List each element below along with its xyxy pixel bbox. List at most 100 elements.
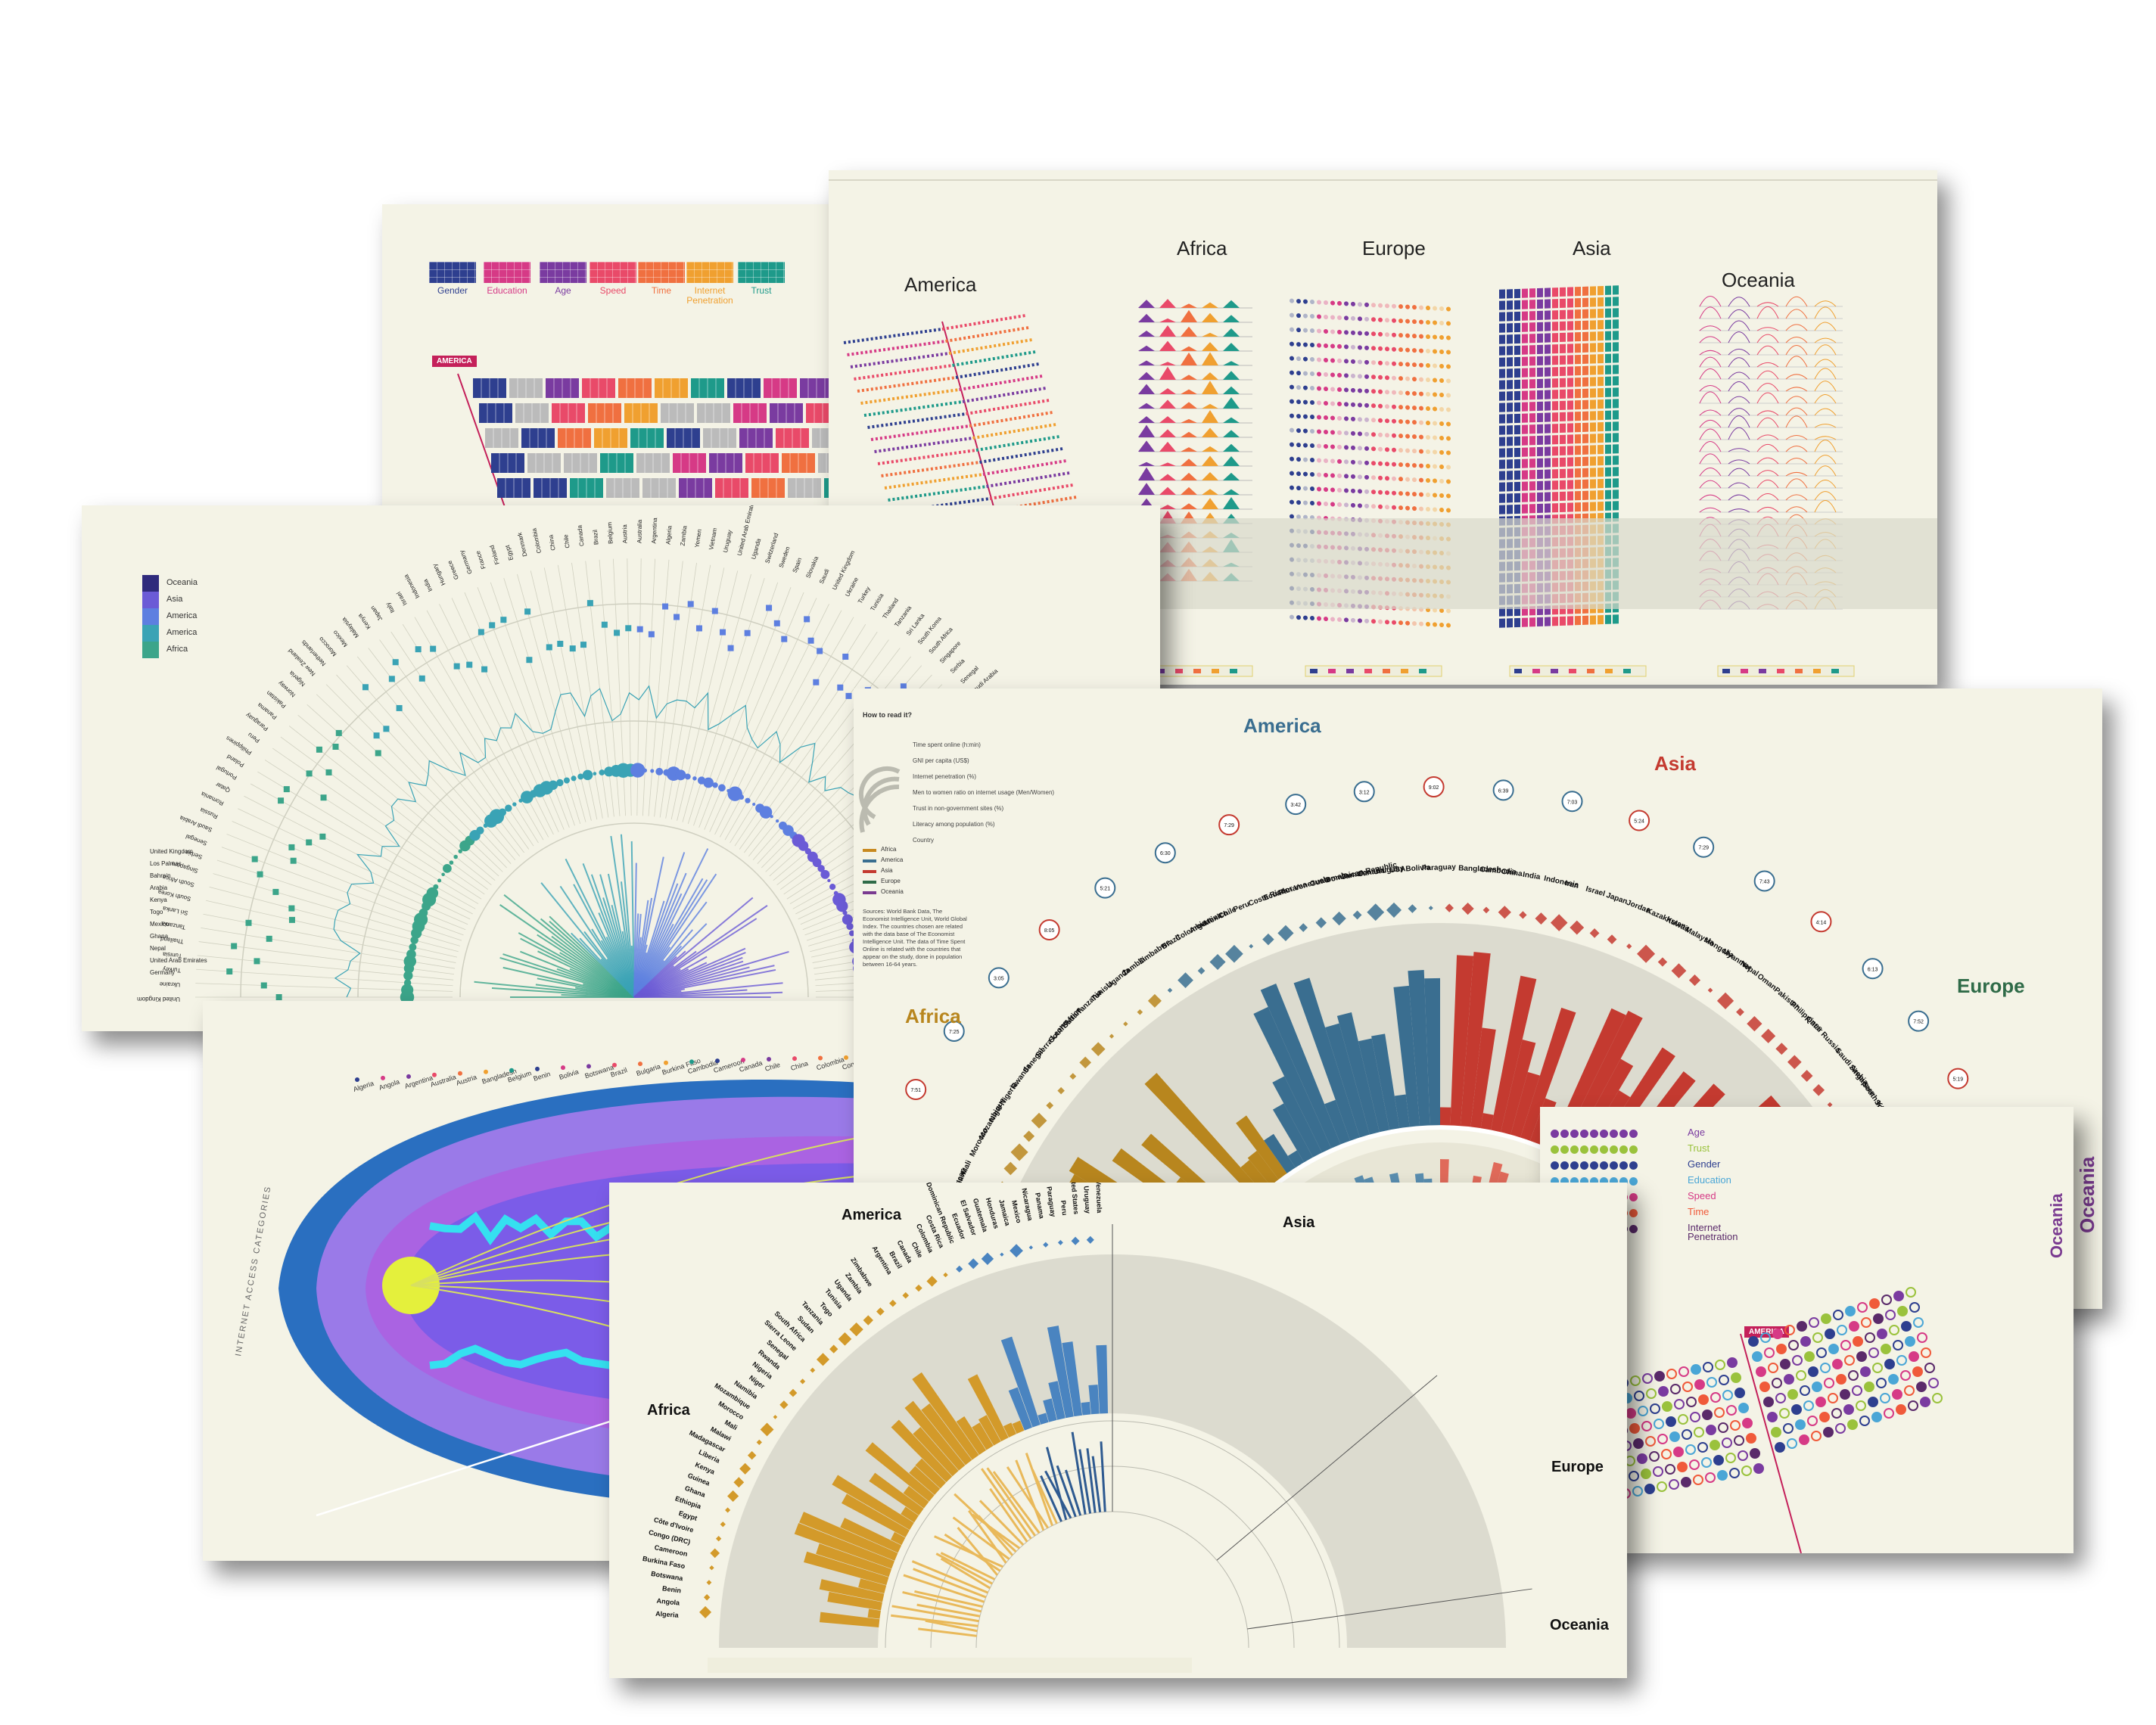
card-b-europe-dot	[1330, 387, 1335, 392]
card-b-oceania-peak	[1756, 434, 1779, 440]
card-f-legend-dot	[1580, 1177, 1588, 1186]
card-b-oceania-peak	[1814, 499, 1837, 513]
card-e-legend-label: Oceania	[881, 888, 904, 895]
card-c-left-label: Nepal	[150, 945, 166, 952]
card-b-europe-dot	[1310, 458, 1314, 463]
card-g-diamond	[747, 1450, 757, 1460]
card-b-europe-dot	[1290, 341, 1294, 347]
card-b-asia-cell	[1514, 379, 1520, 390]
card-b-asia-cell	[1529, 368, 1535, 378]
card-b-europe-dot	[1364, 302, 1369, 307]
card-c-country-label: Switzerland	[764, 532, 779, 564]
card-c-fan-bar	[633, 856, 664, 998]
card-g-diamond	[760, 1422, 774, 1437]
card-b-asia-cell	[1590, 286, 1596, 296]
card-b-asia-cell	[1552, 344, 1558, 354]
card-b-asia-cell	[1613, 490, 1619, 499]
card-g-inner-bar	[1056, 1465, 1077, 1518]
card-c-country-label: Brazil	[592, 530, 600, 545]
card-c-legend-label: Asia	[166, 595, 183, 604]
card-b-mini-legend-swatch	[1722, 669, 1730, 673]
card-b-europe-dot	[1405, 434, 1410, 439]
card-e-bar	[1408, 969, 1430, 1129]
card-b-europe-dot	[1412, 319, 1417, 325]
card-f-dot	[1779, 1408, 1790, 1419]
card-b-america-dotline	[966, 399, 1050, 415]
card-b-asia-cell	[1567, 616, 1573, 626]
card-c-country-label: Ukraine	[159, 981, 180, 988]
card-b-europe-dot	[1358, 474, 1362, 480]
card-b-asia-cell	[1575, 332, 1581, 342]
card-g-diamond	[756, 1439, 762, 1446]
card-d-country-label: Bolivia	[558, 1068, 580, 1081]
card-c-legend-swatch	[142, 608, 159, 625]
card-g-inner-bar	[1015, 1459, 1045, 1531]
card-b-europe-dot	[1371, 403, 1376, 409]
card-f-dot	[1856, 1351, 1867, 1362]
card-b-africa-triangle	[1181, 402, 1197, 409]
card-b-europe-dot	[1290, 427, 1294, 433]
card-b-asia-cell	[1507, 368, 1513, 378]
card-b-asia-cell	[1598, 376, 1604, 387]
card-b-asia-cell	[1522, 345, 1528, 355]
card-e-legend-swatch	[863, 849, 876, 852]
card-f-dot	[1909, 1351, 1919, 1362]
card-b-europe-dot	[1358, 618, 1362, 623]
card-c-country-label: Kenya	[356, 612, 372, 630]
card-e-time-badge	[1423, 776, 1445, 798]
card-b-africa-triangle	[1181, 303, 1197, 308]
card-b-asia-cell	[1522, 300, 1528, 309]
card-b-europe-dot	[1405, 304, 1410, 309]
card-b-africa-triangle	[1138, 371, 1155, 380]
card-e-bar	[1293, 978, 1361, 1143]
card-e-legend-swatch	[863, 859, 876, 862]
card-b-europe-dot	[1303, 486, 1308, 491]
card-g-bar	[799, 1512, 898, 1561]
card-g-country-label: Ghana	[684, 1484, 708, 1499]
card-c-legend-swatch	[142, 625, 159, 642]
card-b-america-dotline	[863, 400, 963, 417]
card-e-bar	[1253, 1006, 1333, 1155]
card-f-dot	[1726, 1405, 1737, 1416]
card-c-square-mark	[266, 935, 272, 942]
card-b-europe-dot	[1351, 617, 1355, 623]
card-b-oceania-peak	[1699, 350, 1722, 356]
card-f-dot	[1840, 1340, 1851, 1350]
card-b-oceania-peak	[1814, 394, 1837, 404]
card-g-region-oceania: Oceania	[1550, 1617, 1609, 1633]
card-b-asia-cell	[1545, 458, 1551, 468]
card-d-pin	[381, 1075, 385, 1080]
card-b-asia-cell	[1613, 410, 1619, 420]
card-g-diamond	[926, 1276, 938, 1287]
card-e-diamond	[1461, 902, 1474, 915]
card-b-mini-legend-swatch	[1193, 669, 1201, 673]
card-b-europe-dot	[1419, 348, 1423, 353]
card-b-europe-dot	[1344, 488, 1349, 493]
card-a-category-label: Education	[487, 285, 527, 296]
card-f-dot	[1691, 1364, 1701, 1375]
card-b-asia-cell	[1605, 444, 1611, 454]
card-c-gridline	[730, 623, 866, 844]
card-b-asia-cell	[1545, 390, 1551, 399]
card-b-oceania-peak	[1814, 368, 1837, 380]
card-b-oceania-peak	[1814, 465, 1837, 477]
card-b-europe-dot	[1296, 313, 1301, 319]
card-f-legend-dot	[1610, 1130, 1618, 1138]
card-b-europe-dot	[1351, 474, 1355, 479]
card-b-oceania-peak	[1814, 300, 1837, 307]
card-b-europe-dot	[1317, 357, 1321, 362]
card-e-bar	[1325, 1023, 1370, 1140]
card-b-africa-triangle	[1223, 430, 1240, 437]
card-e-diamond	[1277, 925, 1294, 942]
card-b-asia-cell	[1522, 504, 1528, 514]
card-b-oceania-peak	[1785, 506, 1808, 513]
card-b-oceania-peak	[1728, 448, 1750, 452]
card-g-footer-legend	[708, 1658, 1192, 1673]
card-b-europe-dot	[1419, 362, 1423, 368]
card-f-dot	[1807, 1416, 1818, 1426]
card-c-legend-swatch	[142, 592, 159, 608]
card-f-dot	[1638, 1406, 1648, 1416]
card-b-oceania-peak	[1699, 295, 1722, 307]
card-b-asia-cell	[1522, 288, 1528, 298]
card-b-europe-dot	[1385, 505, 1389, 510]
